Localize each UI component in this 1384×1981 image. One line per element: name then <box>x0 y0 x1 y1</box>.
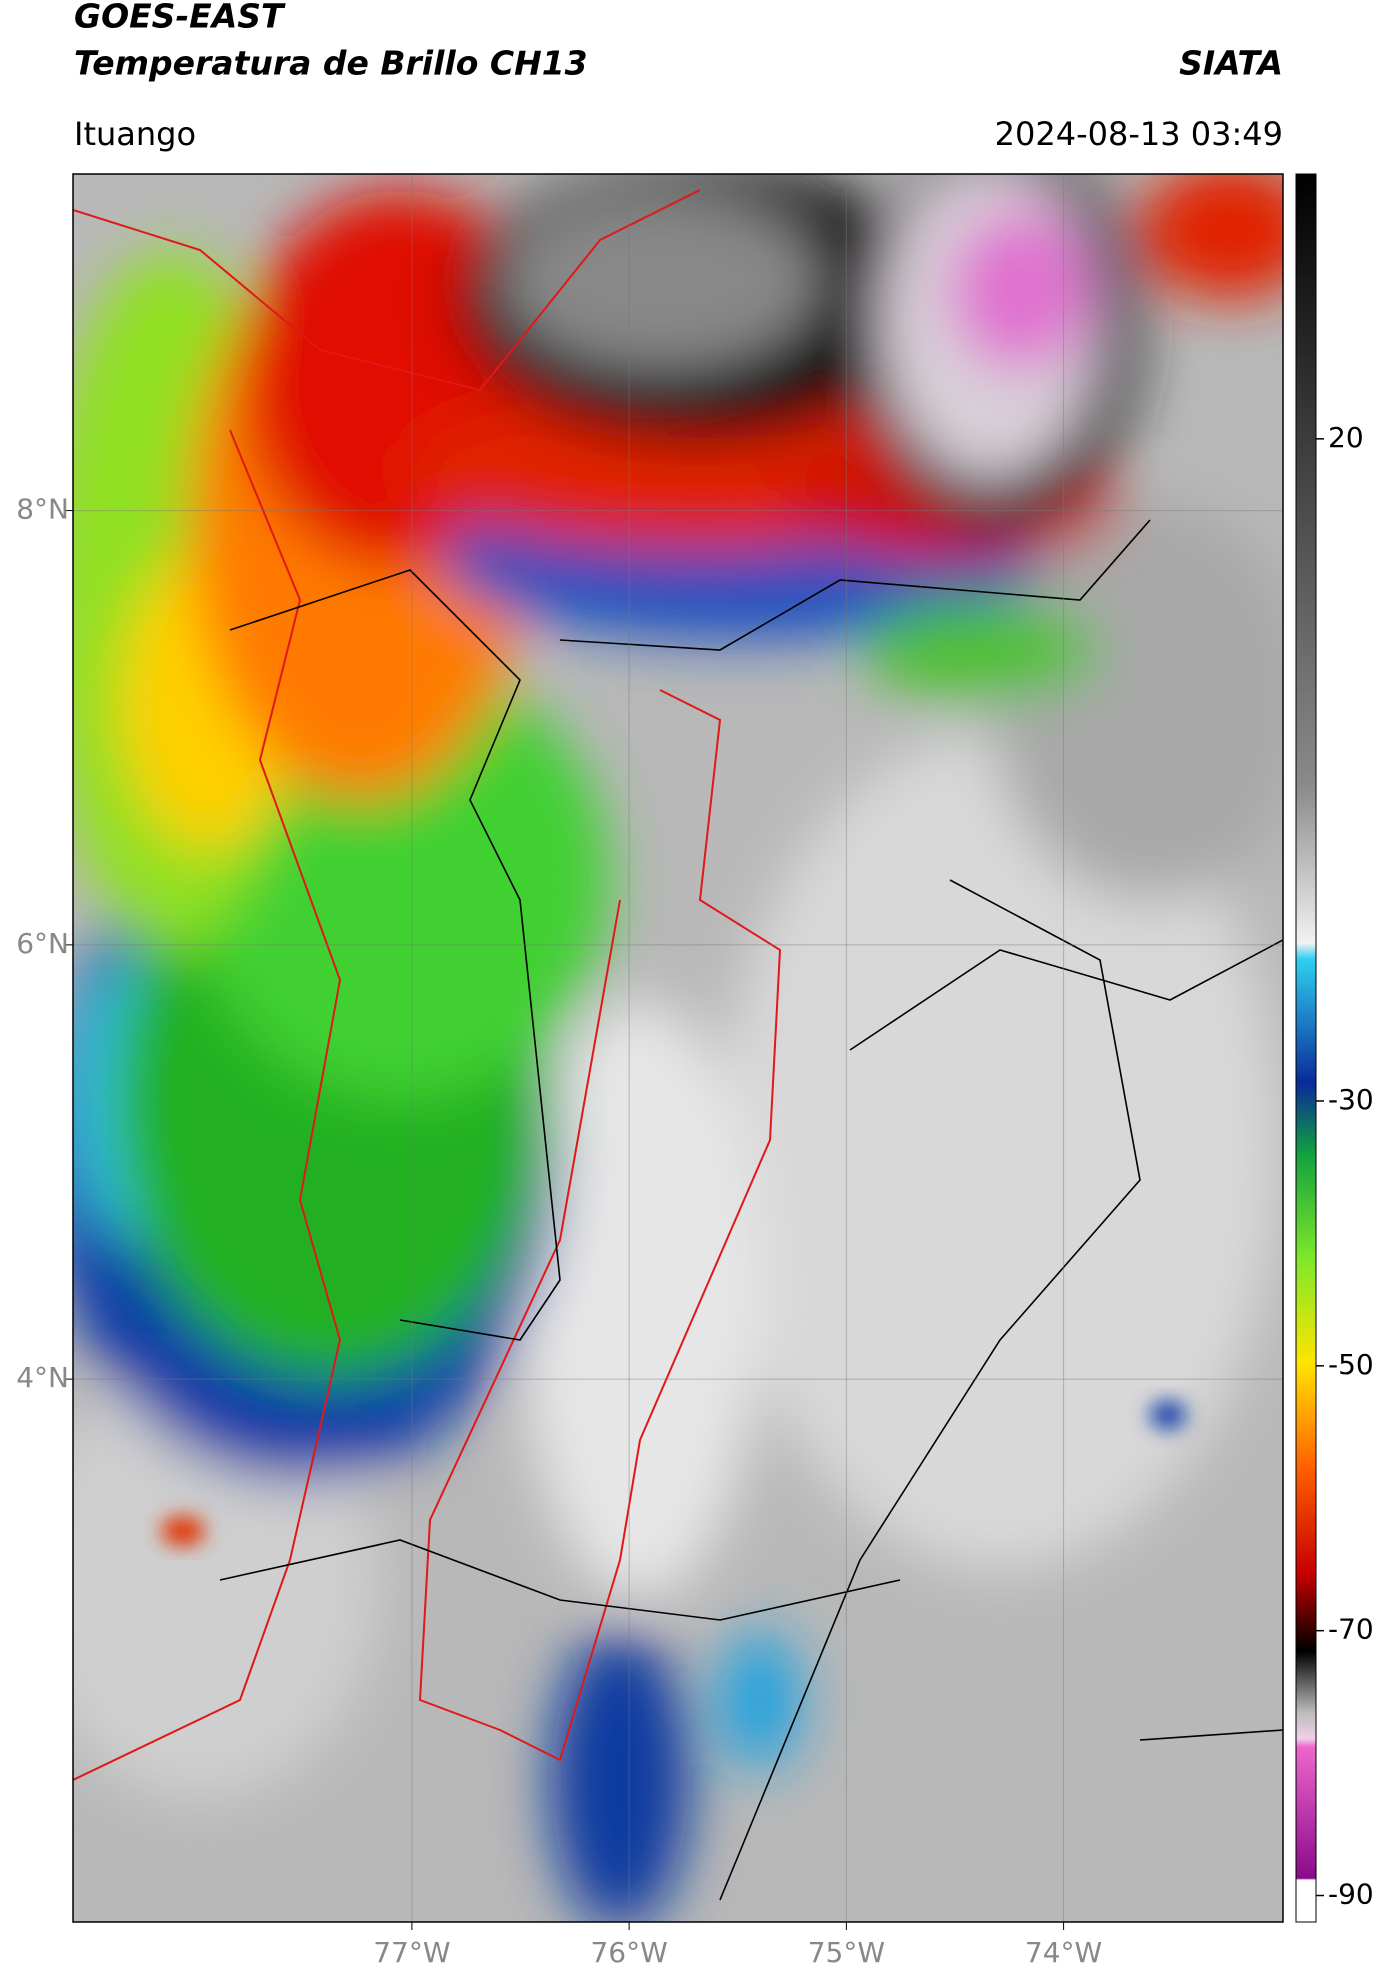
colorbar-tick-label: 20 <box>1328 421 1364 454</box>
location: Ituango <box>74 115 196 153</box>
colorbar-tick-label: -70 <box>1328 1613 1374 1646</box>
y-tick-label: 8°N <box>16 493 69 526</box>
subtitle: Temperatura de Brillo CH13 <box>74 44 588 83</box>
colorbar-tick-label: -50 <box>1328 1348 1374 1381</box>
x-tick-label: 76°W <box>590 1936 667 1969</box>
x-tick-label: 77°W <box>373 1936 450 1969</box>
x-tick-label: 74°W <box>1025 1936 1102 1969</box>
colorbar-tick-label: -90 <box>1328 1878 1374 1911</box>
y-tick-label: 4°N <box>16 1361 69 1394</box>
colorbar <box>1295 173 1317 1923</box>
graticule <box>73 174 1283 1922</box>
colorbar-tick-label: -30 <box>1328 1083 1374 1116</box>
title: GOES-EAST <box>74 0 286 36</box>
x-tick-label: 75°W <box>808 1936 885 1969</box>
source: SIATA <box>1179 44 1283 83</box>
y-tick-label: 6°N <box>16 927 69 960</box>
map-frame <box>72 173 1284 1923</box>
timestamp: 2024-08-13 03:49 <box>995 115 1283 153</box>
satellite-image <box>73 174 1283 1922</box>
